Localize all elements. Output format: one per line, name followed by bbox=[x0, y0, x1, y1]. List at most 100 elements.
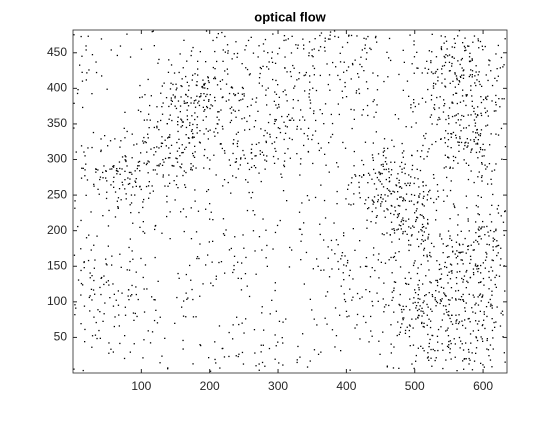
flow-dot bbox=[490, 183, 493, 185]
flow-dot bbox=[74, 200, 76, 202]
flow-dot bbox=[251, 98, 254, 100]
flow-dot bbox=[432, 72, 434, 75]
flow-dot bbox=[405, 184, 408, 187]
flow-dot bbox=[254, 352, 256, 354]
flow-dot bbox=[378, 179, 380, 181]
flow-dot bbox=[481, 324, 483, 327]
flow-dot bbox=[260, 351, 262, 353]
flow-dot bbox=[477, 38, 479, 40]
flow-dot bbox=[214, 76, 216, 78]
flow-dot bbox=[121, 292, 123, 294]
flow-dot bbox=[308, 55, 310, 57]
flow-dot bbox=[492, 337, 494, 339]
flow-dot bbox=[408, 271, 410, 274]
flow-dot bbox=[471, 100, 473, 102]
flow-dot bbox=[472, 41, 474, 43]
flow-dot bbox=[232, 109, 235, 111]
flow-dot bbox=[476, 132, 479, 134]
flow-dot bbox=[303, 283, 305, 285]
flow-dot bbox=[275, 93, 278, 95]
flow-dot bbox=[426, 254, 428, 256]
flow-dot bbox=[273, 123, 276, 125]
flow-dot bbox=[450, 136, 452, 138]
flow-dot bbox=[492, 240, 494, 242]
flow-dot bbox=[379, 180, 381, 183]
flow-dot bbox=[199, 142, 201, 144]
flow-dot bbox=[472, 249, 474, 251]
flow-dot bbox=[179, 155, 181, 157]
flow-dot bbox=[460, 59, 462, 61]
flow-dot bbox=[455, 122, 457, 124]
flow-dot bbox=[134, 194, 136, 196]
flow-dot bbox=[485, 168, 487, 170]
flow-dot bbox=[491, 204, 493, 206]
flow-dot bbox=[461, 343, 463, 345]
flow-dot bbox=[466, 207, 468, 209]
flow-dot bbox=[477, 228, 479, 230]
flow-dot bbox=[471, 95, 473, 97]
flow-dot bbox=[255, 97, 258, 99]
flow-dot bbox=[175, 89, 177, 91]
flow-dot bbox=[234, 110, 236, 112]
flow-dot bbox=[490, 133, 492, 135]
flow-dot bbox=[74, 304, 76, 306]
flow-dot bbox=[462, 100, 465, 102]
flow-dot bbox=[399, 331, 401, 333]
flow-dot bbox=[331, 268, 333, 270]
flow-dot bbox=[401, 142, 403, 145]
flow-dot bbox=[265, 257, 267, 259]
flow-dot bbox=[306, 135, 309, 137]
flow-dot bbox=[127, 183, 130, 185]
y-tick-label: 400 bbox=[47, 81, 67, 95]
flow-dot bbox=[444, 295, 447, 297]
flow-dot bbox=[251, 191, 254, 194]
flow-dot bbox=[455, 277, 458, 279]
flow-dot bbox=[458, 144, 460, 146]
flow-dot bbox=[286, 126, 288, 128]
flow-dot bbox=[498, 98, 500, 100]
flow-dot bbox=[216, 116, 218, 118]
flow-dot bbox=[373, 99, 375, 101]
flow-dot bbox=[320, 32, 323, 34]
flow-dot bbox=[115, 169, 118, 172]
flow-dot bbox=[160, 145, 162, 148]
flow-dot bbox=[189, 122, 191, 124]
flow-dot bbox=[479, 293, 482, 295]
flow-dot bbox=[459, 244, 461, 246]
flow-dot bbox=[459, 137, 461, 140]
flow-dot bbox=[459, 75, 462, 78]
flow-dot bbox=[188, 137, 190, 139]
flow-dot bbox=[95, 71, 98, 74]
flow-dot bbox=[410, 277, 412, 280]
flow-dot bbox=[135, 293, 137, 296]
flow-dot bbox=[361, 66, 363, 68]
flow-dot bbox=[385, 168, 387, 171]
flow-dot bbox=[185, 75, 187, 78]
flow-dot bbox=[435, 300, 438, 302]
flow-dot bbox=[388, 37, 391, 40]
flow-dot bbox=[260, 67, 262, 70]
flow-dot bbox=[84, 169, 86, 171]
flow-dot bbox=[152, 30, 154, 32]
flow-dot bbox=[77, 225, 79, 228]
flow-dot bbox=[112, 166, 115, 168]
flow-dot bbox=[150, 148, 152, 150]
flow-dot bbox=[213, 131, 215, 133]
flow-dot bbox=[339, 52, 341, 54]
flow-dot bbox=[241, 93, 243, 95]
flow-dot bbox=[441, 298, 443, 300]
flow-dot bbox=[425, 184, 427, 187]
flow-dot bbox=[401, 219, 403, 221]
flow-dot bbox=[450, 287, 453, 289]
flow-dot bbox=[444, 266, 446, 268]
flow-dot bbox=[417, 317, 419, 319]
flow-dot bbox=[199, 130, 201, 132]
flow-dot bbox=[378, 277, 380, 279]
flow-dot bbox=[275, 104, 277, 106]
flow-dot bbox=[324, 50, 326, 52]
flow-dot bbox=[451, 272, 453, 274]
flow-dot bbox=[250, 36, 252, 38]
flow-dot bbox=[249, 73, 251, 75]
flow-dot bbox=[300, 128, 302, 130]
flow-dot bbox=[390, 352, 392, 354]
